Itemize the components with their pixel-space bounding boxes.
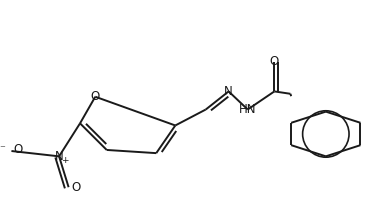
Text: O: O — [13, 143, 23, 155]
Text: N: N — [224, 85, 233, 98]
Text: HN: HN — [239, 103, 256, 116]
Text: ⁻: ⁻ — [0, 144, 5, 154]
Text: +: + — [61, 156, 69, 165]
Text: O: O — [72, 181, 81, 194]
Text: N: N — [55, 150, 64, 163]
Text: O: O — [270, 55, 279, 68]
Text: O: O — [91, 90, 100, 103]
